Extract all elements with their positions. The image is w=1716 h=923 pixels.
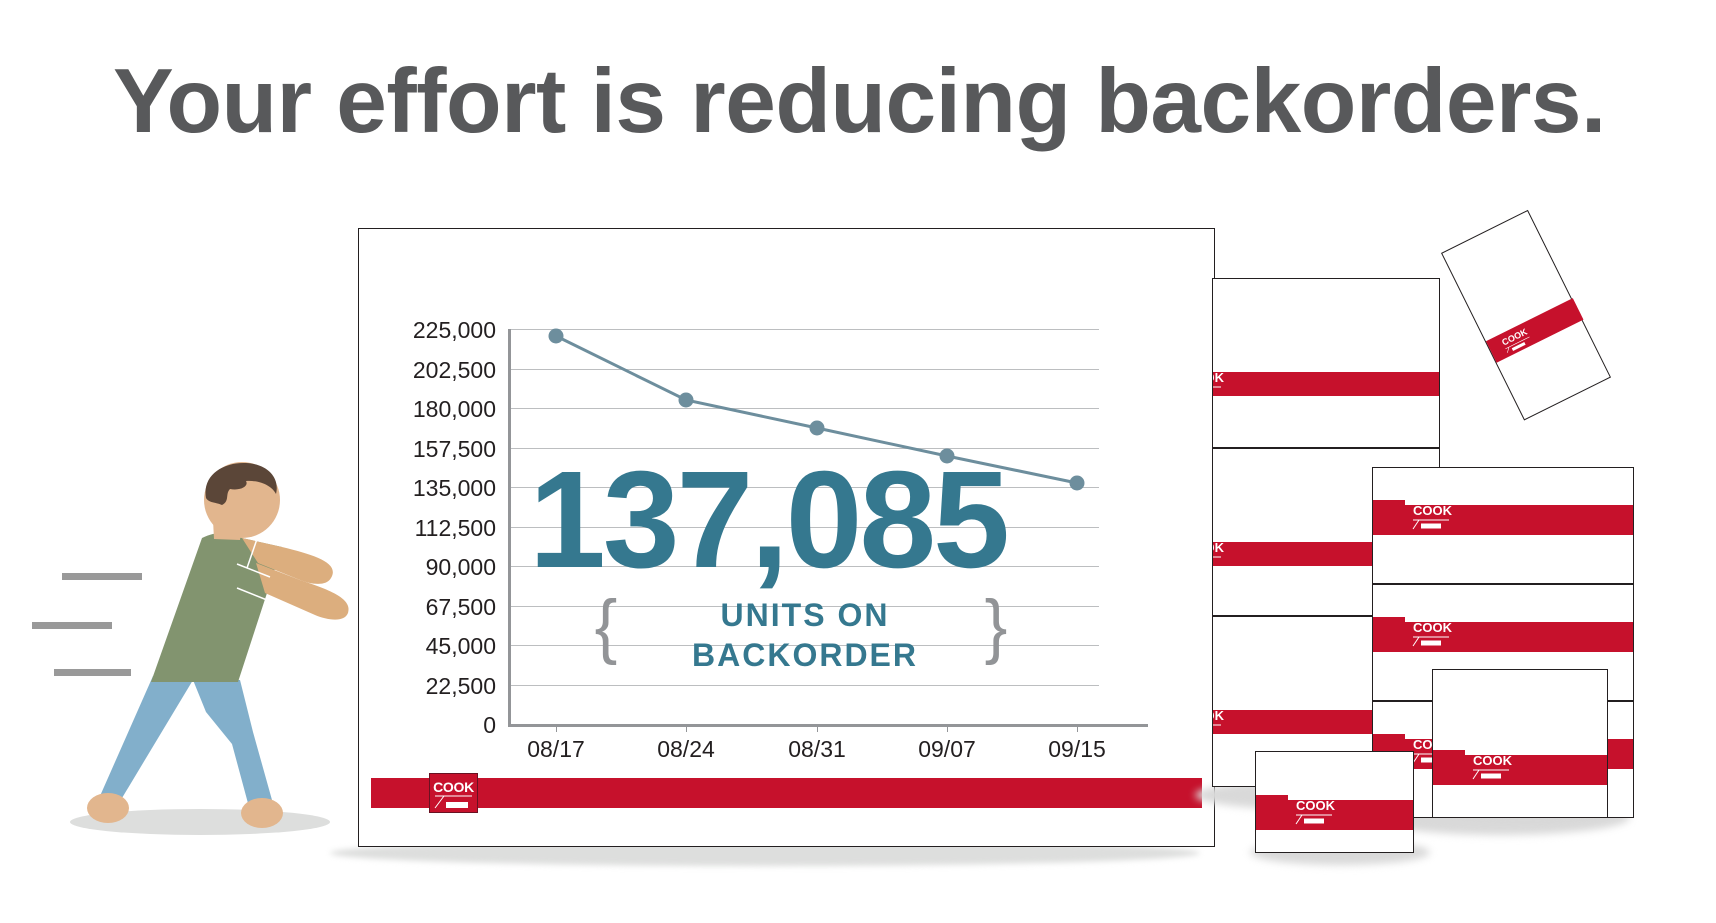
svg-text:COOK: COOK bbox=[1413, 503, 1453, 518]
svg-text:COOK: COOK bbox=[1413, 620, 1453, 635]
svg-text:COOK: COOK bbox=[1212, 540, 1225, 555]
svg-text:COOK: COOK bbox=[1296, 798, 1336, 813]
svg-text:COOK: COOK bbox=[1212, 370, 1225, 385]
svg-text:COOK: COOK bbox=[1212, 708, 1225, 723]
svg-text:COOK: COOK bbox=[1473, 753, 1513, 768]
